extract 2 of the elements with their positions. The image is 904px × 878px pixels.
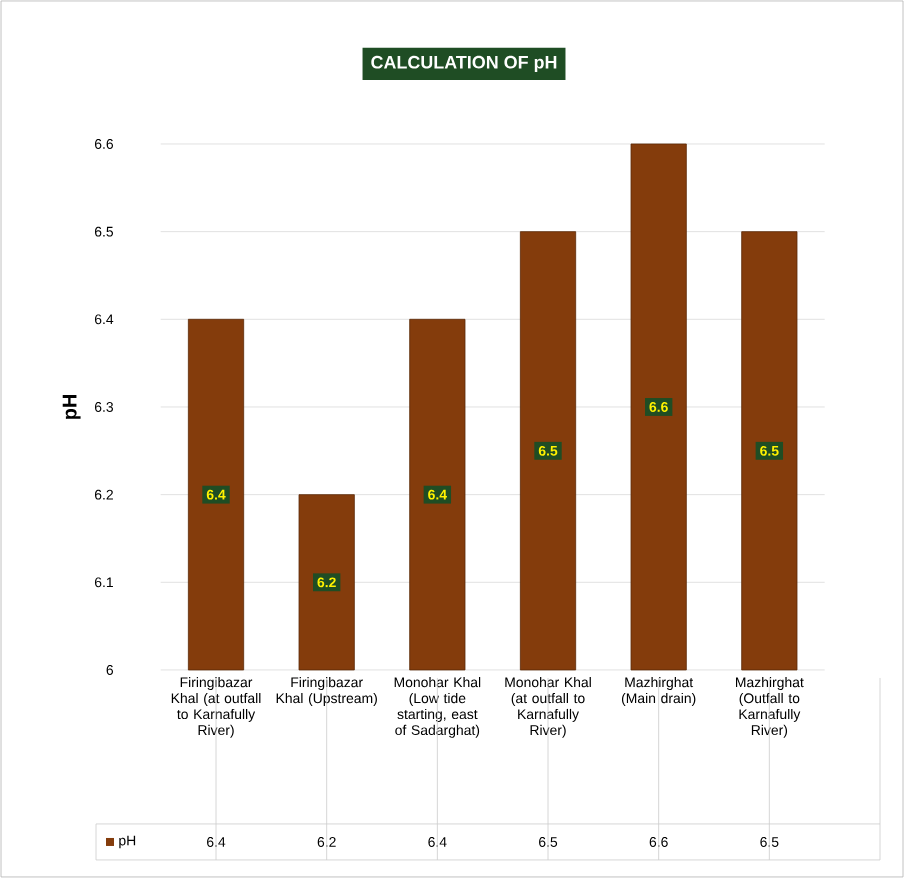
chart-title: CALCULATION OF pH: [371, 55, 557, 73]
y-axis-title: pH: [62, 395, 81, 419]
